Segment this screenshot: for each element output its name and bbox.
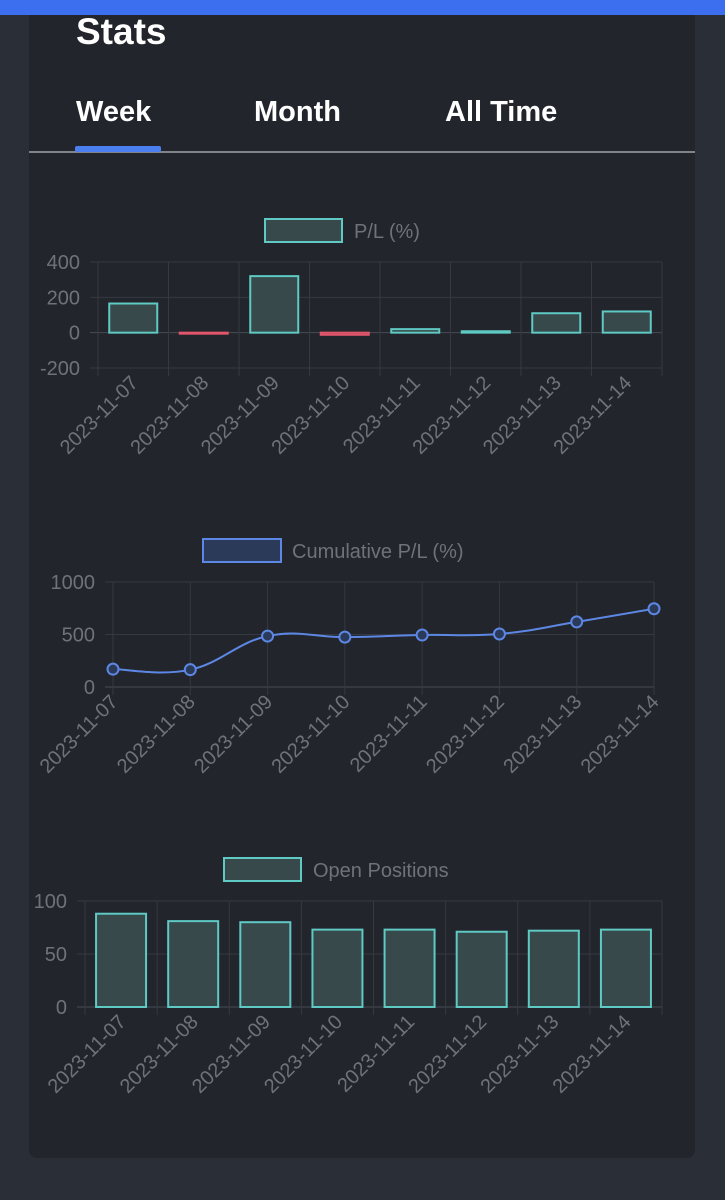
data-point bbox=[647, 602, 661, 616]
bar bbox=[601, 310, 652, 334]
bar bbox=[455, 930, 508, 1008]
legend-label: Open Positions bbox=[313, 860, 449, 882]
cumulative-pl-chart: Cumulative P/L (%)100050002023-11-072023… bbox=[36, 538, 664, 778]
x-tick-label: 2023-11-07 bbox=[36, 691, 123, 778]
page-title: Stats bbox=[76, 11, 167, 52]
legend-swatch bbox=[264, 218, 343, 243]
x-tick-label: 2023-11-12 bbox=[422, 691, 509, 778]
x-tick-label: 2023-11-10 bbox=[268, 691, 355, 778]
x-tick-label: 2023-11-14 bbox=[549, 1011, 636, 1098]
bar bbox=[531, 312, 582, 334]
open-positions-chart: Open Positions1005002023-11-072023-11-08… bbox=[34, 857, 663, 1098]
bar bbox=[239, 921, 292, 1008]
y-tick-label: 100 bbox=[34, 891, 67, 913]
tab-month[interactable]: Month bbox=[254, 96, 341, 128]
y-tick-label: -200 bbox=[40, 358, 80, 380]
y-tick-label: 0 bbox=[69, 323, 80, 345]
data-point bbox=[415, 628, 429, 642]
y-tick-label: 0 bbox=[56, 997, 67, 1019]
bar bbox=[249, 275, 300, 334]
y-tick-label: 400 bbox=[47, 252, 80, 274]
bar bbox=[383, 928, 436, 1008]
data-point bbox=[261, 629, 275, 643]
active-tab-indicator bbox=[75, 146, 161, 152]
data-point bbox=[338, 630, 352, 644]
x-tick-label: 2023-11-11 bbox=[346, 691, 432, 777]
legend-label: P/L (%) bbox=[354, 221, 420, 243]
period-tabs: Week Month All Time bbox=[29, 80, 695, 153]
data-point bbox=[183, 663, 197, 677]
data-point bbox=[492, 627, 506, 641]
y-tick-label: 500 bbox=[62, 625, 95, 647]
bar bbox=[460, 330, 511, 334]
bar bbox=[599, 928, 652, 1008]
legend-swatch bbox=[202, 538, 282, 563]
bar bbox=[527, 929, 580, 1008]
bar bbox=[108, 302, 159, 334]
y-tick-label: 50 bbox=[45, 944, 67, 966]
tab-all-time[interactable]: All Time bbox=[445, 96, 558, 128]
y-tick-label: 200 bbox=[47, 287, 80, 309]
bar bbox=[319, 331, 370, 336]
legend-label: Cumulative P/L (%) bbox=[292, 541, 464, 563]
y-tick-label: 1000 bbox=[51, 572, 96, 594]
bar bbox=[311, 928, 364, 1008]
x-tick-label: 2023-11-09 bbox=[190, 691, 277, 778]
y-tick-label: 0 bbox=[84, 677, 95, 699]
tabs-divider bbox=[29, 151, 695, 153]
x-tick-label: 2023-11-14 bbox=[577, 691, 664, 778]
data-point bbox=[570, 615, 584, 629]
bar bbox=[167, 920, 220, 1008]
top-accent-bar bbox=[0, 0, 725, 15]
tab-week[interactable]: Week bbox=[76, 96, 152, 128]
bar bbox=[178, 331, 229, 335]
pl-chart: P/L (%)4002000-2002023-11-072023-11-0820… bbox=[40, 218, 663, 459]
legend-swatch bbox=[223, 857, 302, 882]
series-line bbox=[112, 607, 655, 674]
data-point bbox=[106, 662, 120, 676]
x-tick-label: 2023-11-08 bbox=[113, 691, 200, 778]
bar bbox=[95, 912, 148, 1008]
x-tick-label: 2023-11-10 bbox=[260, 1011, 347, 1098]
bar bbox=[390, 328, 441, 334]
x-tick-label: 2023-11-13 bbox=[499, 691, 586, 778]
